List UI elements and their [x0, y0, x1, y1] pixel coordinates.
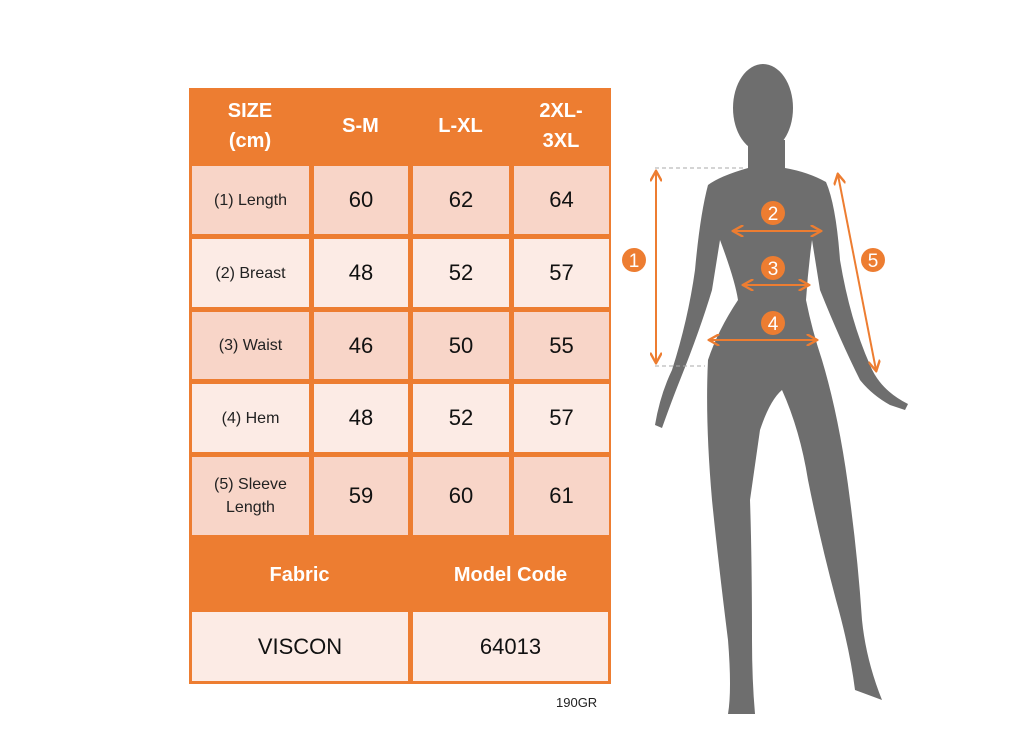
header-text: SIZE [227, 99, 273, 122]
sleeve-arrow [838, 175, 876, 370]
marker-number: 2 [768, 204, 779, 225]
header-l-xl: L-XL [438, 114, 483, 137]
size-value: 57 [514, 239, 609, 307]
row-label-line: Length [226, 499, 275, 516]
header-text: 2XL-3XL [539, 99, 583, 152]
size-value: 64 [514, 166, 609, 234]
marker-circle [861, 248, 885, 272]
header-size: SIZE (cm) [189, 88, 311, 163]
size-value: 61 [514, 457, 609, 535]
size-value: 50 [413, 312, 509, 379]
silhouette [655, 64, 908, 714]
marker-circle [622, 248, 646, 272]
marker-number: 3 [768, 259, 779, 280]
marker-number: 4 [768, 314, 779, 335]
size-value: 60 [413, 457, 509, 535]
size-value: 57 [514, 384, 609, 452]
size-value: 55 [514, 312, 609, 379]
fabric-value: VISCON [192, 612, 408, 681]
size-value: 52 [413, 239, 509, 307]
size-table: SIZE (cm) S-M L-XL 2XL-3XL (1) Length 60 62… [189, 88, 611, 684]
marker-number: 1 [629, 251, 640, 272]
fabric-weight-note: 190GR [556, 695, 598, 710]
size-value: 59 [314, 457, 408, 535]
row-label: (1) Length [192, 166, 309, 234]
model-code-value: 64013 [413, 612, 608, 681]
marker-circle [761, 256, 785, 280]
row-label: (3) Waist [192, 312, 309, 379]
row-label: (2) Breast [192, 239, 309, 307]
size-value: 62 [413, 166, 509, 234]
header-2xl-3xl: 2XL-3XL [511, 88, 611, 163]
size-value: 52 [413, 384, 509, 452]
marker-circle [761, 201, 785, 225]
row-label: (4) Hem [192, 384, 309, 452]
row-label: (5) Sleeve Length [192, 457, 309, 535]
header-s-m: S-M [342, 114, 379, 137]
size-value: 48 [314, 239, 408, 307]
header-model-code: Model Code [453, 563, 568, 586]
marker-number: 5 [868, 251, 879, 272]
header-text: (cm) [228, 129, 272, 152]
size-value: 48 [314, 384, 408, 452]
row-label-line: (5) Sleeve [214, 476, 287, 493]
header-fabric: Fabric [269, 563, 330, 586]
marker-circle [761, 311, 785, 335]
size-value: 60 [314, 166, 408, 234]
size-value: 46 [314, 312, 408, 379]
